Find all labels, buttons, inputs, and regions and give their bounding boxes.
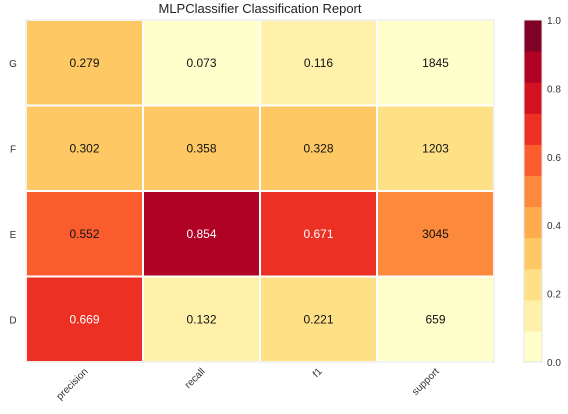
- column-tick-label: precision: [55, 366, 91, 402]
- colorbar-tick-label: 0.6: [547, 153, 561, 164]
- colorbar-segment: [524, 113, 542, 145]
- colorbar-tick-label: 1.0: [547, 16, 561, 27]
- heatmap-cell: [25, 190, 144, 278]
- cell-value-label: 0.279: [69, 56, 99, 70]
- cell-value-label: 0.854: [186, 227, 216, 241]
- row-tick-label: D: [9, 315, 16, 326]
- cell-value-label: 0.358: [186, 141, 216, 155]
- cell-value-label: 1845: [422, 56, 449, 70]
- colorbar-tick-label: 0.4: [547, 221, 561, 232]
- heatmap-cell: [376, 104, 495, 192]
- heatmap-cell: [259, 104, 378, 192]
- heatmap-cell: [142, 104, 261, 192]
- colorbar-tick-label: 0.8: [547, 84, 561, 95]
- plot-border: [25, 19, 495, 363]
- colorbar-segment: [524, 299, 542, 332]
- chart-title: MLPClassifier Classification Report: [158, 1, 362, 16]
- cell-value-label: 0.302: [69, 141, 99, 155]
- colorbar-tick-label: 0.2: [547, 290, 561, 301]
- heatmap-cell: [376, 190, 495, 278]
- cell-value-label: 659: [425, 312, 445, 326]
- heatmap-cell: [142, 275, 261, 363]
- column-tick-label: recall: [183, 366, 208, 391]
- colorbar-segment: [524, 330, 542, 363]
- colorbar-tick-label: 0.0: [547, 358, 561, 369]
- cell-value-label: 3045: [422, 227, 449, 241]
- colorbar-segment: [524, 206, 542, 239]
- heatmap-cell: [25, 275, 144, 363]
- column-tick-labels: precision recall f1 support: [55, 366, 442, 402]
- colorbar-segment: [524, 175, 542, 208]
- cell-value-label: 0.669: [69, 312, 99, 326]
- cell-value-label: 0.116: [304, 56, 333, 70]
- row-tick-label: F: [10, 144, 16, 155]
- heatmap-cell: [25, 104, 144, 192]
- row-tick-labels: G F E D: [9, 59, 17, 327]
- cell-value-label: 0.552: [69, 227, 99, 241]
- column-tick-label: support: [410, 366, 442, 398]
- cell-value-label: 0.671: [303, 227, 333, 241]
- heatmap-cells: 0.279 0.073 0.116 1845 0.302 0.358 0.328 1203 0.…: [25, 19, 495, 363]
- row-tick-label: G: [9, 59, 17, 70]
- colorbar: 0.0 0.2 0.4 0.6 0.8 1.0: [523, 16, 561, 369]
- colorbar-segment: [524, 268, 542, 301]
- cell-value-label: 0.132: [186, 312, 216, 326]
- heatmap-cell: [259, 190, 378, 278]
- cell-value-label: 1203: [422, 141, 449, 155]
- colorbar-segment: [524, 237, 542, 270]
- cell-value-label: 0.328: [303, 141, 333, 155]
- colorbar-segment: [524, 82, 542, 114]
- cell-value-label: 0.221: [303, 312, 333, 326]
- colorbar-segment: [524, 144, 542, 176]
- column-tick-label: f1: [311, 366, 325, 380]
- colorbar-segment: [524, 51, 542, 83]
- row-tick-label: E: [10, 230, 17, 241]
- colorbar-border: [523, 19, 543, 363]
- colorbar-segment: [524, 20, 542, 52]
- heatmap-cell: [259, 275, 378, 363]
- cell-value-label: 0.073: [186, 56, 216, 70]
